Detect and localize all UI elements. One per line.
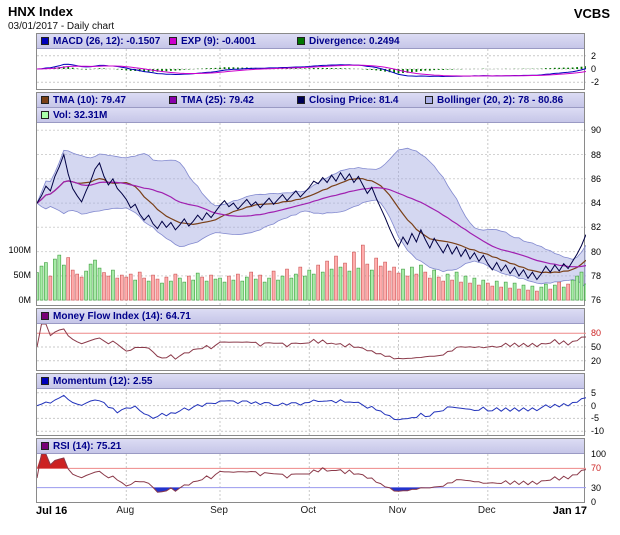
volume-legend: Vol: 32.31M: [37, 108, 584, 123]
x-axis-label: Dec: [477, 505, 496, 516]
y-axis-tick: 76: [591, 295, 602, 305]
legend-label: Bollinger (20, 2): 78 - 80.86: [437, 94, 564, 106]
y-axis-tick: 80: [591, 247, 602, 257]
x-axis-label: Jan 17: [552, 505, 587, 517]
momentum-legend: Momentum (12): 2.55: [37, 374, 584, 389]
y-axis-tick: 100: [591, 449, 607, 459]
legend-swatch: [41, 377, 49, 385]
price-legend: TMA (10): 79.47 TMA (25): 79.42 Closing Pr…: [37, 93, 584, 108]
rsi-chart[interactable]: [37, 454, 586, 502]
volume-axis-tick: 0M: [18, 295, 31, 305]
chart-date-label: 03/01/2017 - Daily chart: [8, 21, 115, 32]
rsi-legend: RSI (14): 75.21: [37, 439, 584, 454]
legend-label: EXP (9): -0.4001: [181, 35, 256, 47]
momentum-panel: Momentum (12): 2.55: [36, 373, 586, 436]
mfi-legend: Money Flow Index (14): 64.71: [37, 309, 584, 324]
macd-panel: MACD (26, 12): -0.1507 EXP (9): -0.4001 Di…: [36, 33, 586, 90]
brand-logo: VCBS: [573, 6, 610, 21]
right-axis: 2 0 -2 90 88 86 84 82 80 78 76 80 50 20 5 0 -5 -10 100 70 30…: [589, 0, 620, 535]
y-axis-tick: -2: [591, 77, 600, 87]
legend-swatch: [297, 37, 305, 45]
y-axis-tick: 88: [591, 150, 602, 160]
legend-item: Bollinger (20, 2): 78 - 80.86: [425, 95, 563, 106]
legend-label: Divergence: 0.2494: [309, 35, 400, 47]
legend-item: TMA (25): 79.42: [169, 95, 297, 106]
legend-swatch: [41, 442, 49, 450]
y-axis-tick: 30: [591, 483, 602, 493]
page-title: HNX Index: [8, 4, 74, 19]
y-axis-tick: -10: [591, 426, 605, 436]
legend-swatch: [169, 37, 177, 45]
legend-item: MACD (26, 12): -0.1507: [41, 36, 169, 47]
legend-label: TMA (10): 79.47: [53, 94, 126, 106]
y-axis-tick: 5: [591, 388, 597, 398]
x-axis-label: Jul 16: [36, 505, 68, 517]
x-axis-label: Aug: [116, 505, 135, 516]
y-axis-tick: 86: [591, 174, 602, 184]
y-axis-tick: 80: [591, 328, 602, 338]
x-axis-label: Nov: [388, 505, 407, 516]
momentum-chart[interactable]: [37, 389, 586, 435]
header: HNX Index 03/01/2017 - Daily chart VCBS: [0, 0, 620, 32]
legend-swatch: [425, 96, 433, 104]
volume-axis-tick: 100M: [8, 245, 31, 255]
rsi-panel: RSI (14): 75.21: [36, 438, 586, 503]
macd-chart[interactable]: [37, 49, 586, 89]
y-axis-tick: 90: [591, 125, 602, 135]
y-axis-tick: -5: [591, 413, 600, 423]
mfi-chart[interactable]: [37, 324, 586, 370]
legend-label: Vol: 32.31M: [53, 109, 108, 121]
legend-label: Money Flow Index (14): 64.71: [53, 310, 191, 322]
legend-label: Closing Price: 81.4: [309, 94, 399, 106]
mfi-panel: Money Flow Index (14): 64.71: [36, 308, 586, 371]
macd-legend: MACD (26, 12): -0.1507 EXP (9): -0.4001 Di…: [37, 34, 584, 49]
price-panel: TMA (10): 79.47 TMA (25): 79.42 Closing Pr…: [36, 92, 586, 306]
x-axis-label: Sep: [210, 505, 228, 516]
y-axis-tick: 84: [591, 198, 602, 208]
legend-item: Divergence: 0.2494: [297, 36, 400, 47]
legend-label: MACD (26, 12): -0.1507: [53, 35, 161, 47]
legend-swatch: [41, 37, 49, 45]
legend-item: Money Flow Index (14): 64.71: [41, 311, 191, 322]
legend-item: Vol: 32.31M: [41, 110, 107, 121]
y-axis-tick: 70: [591, 463, 602, 473]
legend-item: RSI (14): 75.21: [41, 441, 121, 452]
legend-label: TMA (25): 79.42: [181, 94, 254, 106]
price-chart[interactable]: [37, 123, 586, 305]
legend-item: EXP (9): -0.4001: [169, 36, 297, 47]
legend-swatch: [169, 96, 177, 104]
y-axis-tick: 0: [591, 497, 597, 507]
legend-swatch: [297, 96, 305, 104]
legend-swatch: [41, 96, 49, 104]
legend-item: Momentum (12): 2.55: [41, 376, 152, 387]
legend-item: TMA (10): 79.47: [41, 95, 169, 106]
y-axis-tick: 0: [591, 401, 597, 411]
x-axis-label: Oct: [300, 505, 317, 516]
y-axis-tick: 20: [591, 356, 602, 366]
volume-axis: 100M 50M 0M: [0, 0, 33, 535]
x-axis: Jul 16 Aug Sep Oct Nov Dec Jan 17: [0, 505, 620, 519]
y-axis-tick: 82: [591, 222, 602, 232]
volume-axis-tick: 50M: [13, 270, 31, 280]
y-axis-tick: 78: [591, 271, 602, 281]
legend-item: Closing Price: 81.4: [297, 95, 425, 106]
legend-swatch: [41, 312, 49, 320]
y-axis-tick: 50: [591, 342, 602, 352]
legend-label: Momentum (12): 2.55: [53, 375, 153, 387]
legend-label: RSI (14): 75.21: [53, 440, 122, 452]
y-axis-tick: 0: [591, 64, 597, 74]
y-axis-tick: 2: [591, 51, 597, 61]
header-titles: HNX Index 03/01/2017 - Daily chart: [8, 4, 114, 32]
legend-swatch: [41, 111, 49, 119]
